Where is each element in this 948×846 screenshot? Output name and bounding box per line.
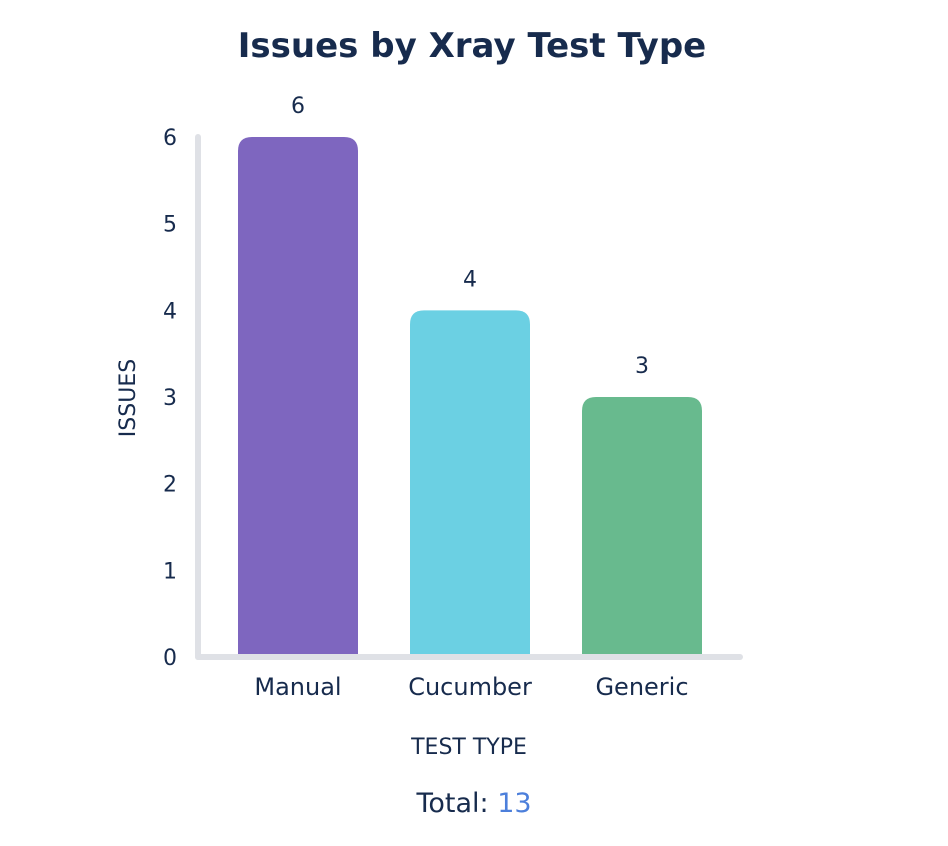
data-label-cucumber: 4 (463, 267, 477, 292)
bars (238, 137, 702, 657)
y-tick-label-5: 5 (163, 213, 177, 238)
y-tick-label-3: 3 (163, 386, 177, 411)
y-axis-label: ISSUES (116, 359, 141, 437)
y-tick-label-0: 0 (163, 646, 177, 671)
data-label-manual: 6 (291, 94, 305, 119)
y-tick-label-2: 2 (163, 473, 177, 498)
axes (195, 134, 743, 660)
y-tick-label-1: 1 (163, 559, 177, 584)
y-tick-label-4: 4 (163, 299, 177, 324)
bar-manual[interactable] (238, 137, 358, 657)
bar-generic[interactable] (582, 397, 702, 657)
y-tick-label-6: 6 (163, 126, 177, 151)
total-label: Total: (416, 788, 489, 819)
total-value[interactable]: 13 (497, 788, 532, 819)
y-axis-ticks: 0 1 2 3 4 5 6 (163, 126, 177, 671)
x-tick-label-manual: Manual (254, 673, 341, 701)
chart-title: Issues by Xray Test Type (238, 26, 706, 66)
bar-cucumber[interactable] (410, 310, 530, 657)
x-tick-label-cucumber: Cucumber (408, 673, 532, 701)
x-axis-categories: Manual Cucumber Generic (254, 673, 688, 701)
x-axis-label: TEST TYPE (410, 735, 527, 760)
data-label-generic: 3 (635, 354, 649, 379)
total-summary: Total: 13 (0, 788, 948, 819)
x-tick-label-generic: Generic (595, 673, 688, 701)
data-labels: 6 4 3 (291, 94, 649, 379)
